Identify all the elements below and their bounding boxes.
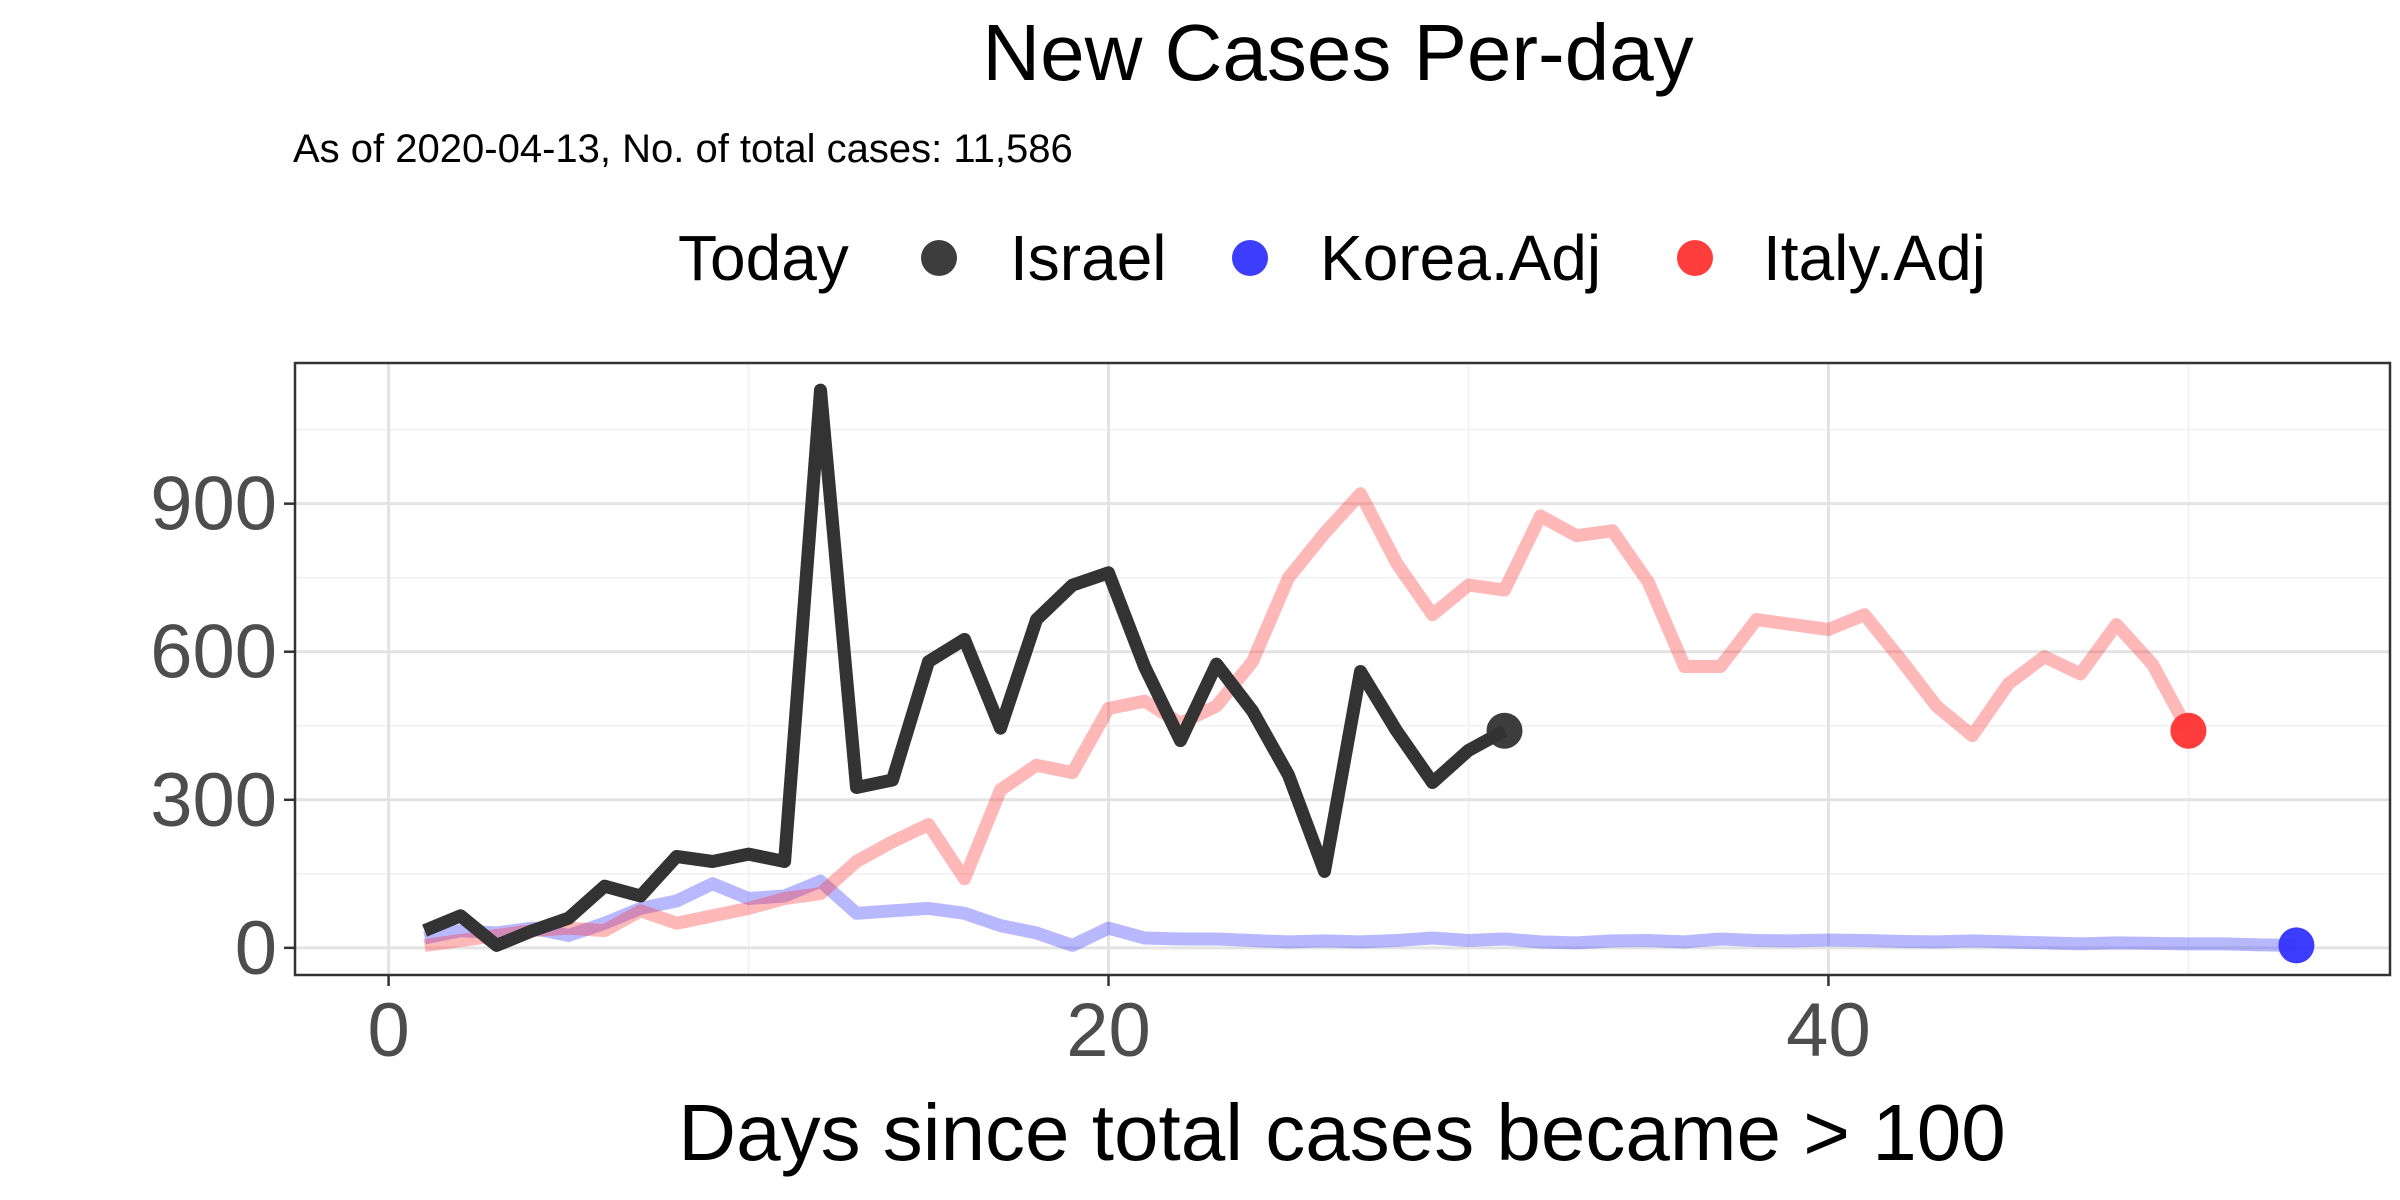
legend-title: Today — [678, 222, 849, 294]
legend-label-italy-adj: Italy.Adj — [1763, 222, 1986, 294]
y-axis: 0 300 600 900 — [150, 462, 295, 991]
x-tick-label: 0 — [367, 988, 409, 1073]
panel-border — [293, 361, 2392, 977]
x-axis: 0 20 40 — [367, 975, 1871, 1073]
series-line-italy-adj — [423, 487, 2195, 952]
y-tick-label: 0 — [235, 906, 277, 991]
y-tick-label: 300 — [150, 758, 277, 843]
x-axis-label: Days since total cases became > 100 — [678, 1088, 2005, 1177]
legend-key-italy-adj — [1677, 240, 1713, 276]
legend: Today Israel Korea.Adj Italy.Adj — [678, 222, 1986, 294]
legend-label-korea-adj: Korea.Adj — [1320, 222, 1601, 294]
plot-panel — [293, 361, 2392, 977]
series-line-israel — [422, 383, 1508, 952]
legend-label-israel: Israel — [1010, 222, 1167, 294]
last-point-marker-israel — [1486, 712, 1523, 749]
chart-subtitle: As of 2020-04-13, No. of total cases: 11… — [293, 127, 1073, 171]
y-tick-label: 900 — [150, 462, 277, 547]
legend-key-korea-adj — [1232, 240, 1268, 276]
x-tick-label: 40 — [1786, 988, 1871, 1073]
last-point-marker-italy-adj — [2170, 712, 2207, 749]
series-line-korea-adj — [423, 874, 2297, 952]
last-point-marker-korea-adj — [2278, 927, 2315, 964]
panel-background — [295, 363, 2390, 975]
x-tick-label: 20 — [1066, 988, 1151, 1073]
legend-key-israel — [921, 240, 957, 276]
chart-title: New Cases Per-day — [982, 8, 1693, 97]
y-tick-label: 600 — [150, 610, 277, 695]
